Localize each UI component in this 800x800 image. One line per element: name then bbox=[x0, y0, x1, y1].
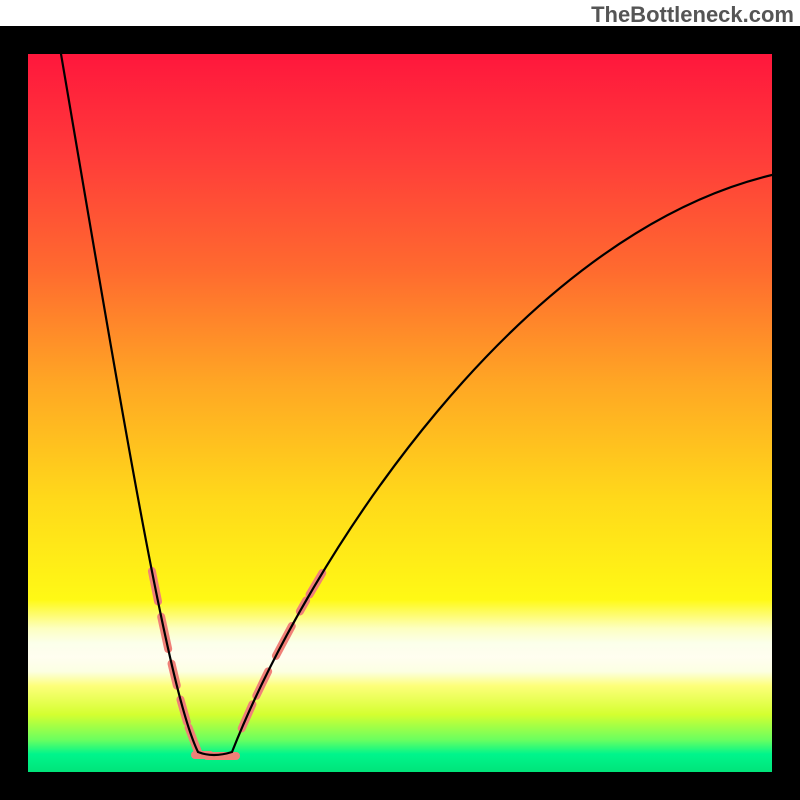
chart-svg bbox=[0, 0, 800, 800]
plot-gradient bbox=[28, 54, 772, 772]
watermark-text: TheBottleneck.com bbox=[591, 2, 794, 28]
chart-container: TheBottleneck.com bbox=[0, 0, 800, 800]
